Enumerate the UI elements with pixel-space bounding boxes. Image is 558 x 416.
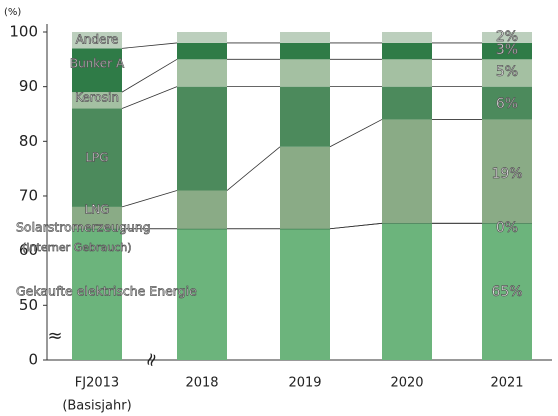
bar-segment (177, 190, 227, 229)
series-label: Gekaufte elektrische Energie (16, 284, 197, 299)
bar-segment (382, 86, 432, 120)
x-tick-label: FJ2013 (75, 376, 119, 391)
x-tick-label: 2018 (185, 376, 218, 391)
value-label: 19% (491, 166, 522, 182)
x-tick-label: 2021 (490, 376, 523, 391)
bar-segment (382, 119, 432, 224)
axis-break: ≈ (139, 349, 164, 370)
x-tick-label: 2020 (390, 376, 423, 391)
series-label: LPG (85, 151, 108, 165)
bar-segment (382, 223, 432, 360)
bar-segment (177, 59, 227, 87)
value-label: 65% (491, 284, 522, 300)
bar-segment (280, 228, 330, 360)
bar-segment (382, 59, 432, 87)
axis-break: ≈ (47, 326, 62, 347)
bar-segment (177, 86, 227, 191)
bar-segment (72, 228, 122, 360)
value-label: 6% (496, 96, 518, 112)
bar-segment (177, 228, 227, 360)
bar-segment (72, 48, 122, 93)
y-tick-label: 0 (28, 351, 38, 369)
bar-segment (280, 42, 330, 60)
bar-segment (177, 42, 227, 60)
connector (121, 190, 178, 208)
x-tick-note: (Basisjahr) (62, 399, 131, 414)
connector (226, 146, 281, 191)
x-tick-label: 2019 (288, 376, 321, 391)
connector (329, 119, 383, 148)
series-label-note: (Interner Gebrauch) (22, 241, 132, 254)
bar-segment (72, 32, 122, 49)
series-label: LNG (85, 203, 110, 217)
bar-segment (72, 206, 122, 229)
bar-segment (482, 223, 532, 360)
series-label: Bunker A (70, 57, 125, 71)
bar-segment (482, 32, 532, 43)
bar-segment (382, 32, 432, 43)
value-label: 0% (496, 220, 518, 236)
connector (329, 222, 383, 230)
connector (121, 86, 178, 109)
connector (121, 58, 178, 93)
bar-segment (482, 86, 532, 120)
y-tick-label: 60 (19, 241, 38, 259)
bar-segment (382, 42, 432, 60)
bar-segment (280, 86, 330, 147)
bar-segment (280, 32, 330, 43)
bar-segment (280, 59, 330, 87)
y-tick-label: 70 (19, 186, 38, 204)
y-tick-label: 100 (9, 23, 38, 41)
value-label: 3% (496, 42, 518, 58)
series-label: Andere (76, 33, 119, 47)
y-unit: (%) (4, 7, 21, 18)
bar-segment (482, 59, 532, 87)
y-tick-label: 80 (19, 132, 38, 150)
bar-segment (177, 32, 227, 43)
series-label: Kerosin (75, 91, 119, 105)
value-label: 5% (496, 64, 518, 80)
y-tick-label: 90 (19, 77, 38, 95)
bar-segment (482, 119, 532, 224)
bar-segment (72, 108, 122, 207)
y-tick-label: 50 (19, 296, 38, 314)
bar-segment (72, 92, 122, 109)
connector (121, 42, 178, 49)
bar-segment (280, 146, 330, 229)
series-label: Solarstromerzeugung (16, 220, 151, 235)
value-label: 2% (496, 29, 518, 45)
bar-segment (482, 42, 532, 60)
